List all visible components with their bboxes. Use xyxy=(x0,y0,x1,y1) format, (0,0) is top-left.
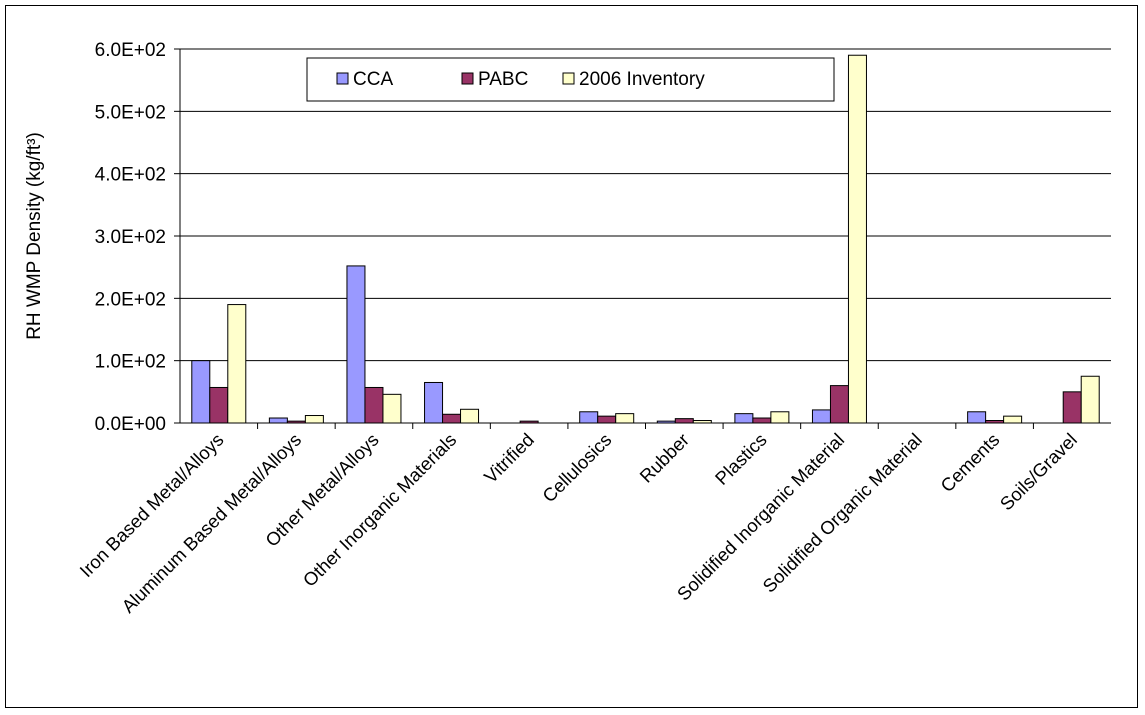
chart-frame xyxy=(5,5,1138,708)
y-tick-label: 6.0E+02 xyxy=(95,40,166,61)
legend-label: CCA xyxy=(353,69,393,90)
bar-2006-inventory xyxy=(382,393,402,424)
y-tick-label: 3.0E+02 xyxy=(95,227,166,248)
bar-cca xyxy=(967,411,987,424)
bar-cca xyxy=(734,413,754,424)
legend-label: 2006 Inventory xyxy=(579,69,705,90)
legend-swatch xyxy=(562,72,575,85)
bar-pabc xyxy=(829,385,849,424)
bar-pabc xyxy=(674,418,694,424)
bar-cca xyxy=(579,411,599,424)
bar-cca xyxy=(424,381,444,424)
y-tick-labels: 0.0E+00 1.0E+02 2.0E+02 3.0E+02 4.0E+02 5.0E+… xyxy=(95,40,166,435)
bars xyxy=(191,54,1100,424)
x-tick-label: Soils/Gravel xyxy=(996,429,1081,514)
x-tick-label: Iron Based Metal/Alloys xyxy=(75,429,227,581)
bar-cca xyxy=(811,409,831,424)
bar-pabc xyxy=(1062,391,1082,424)
legend: CCA PABC 2006 Inventory xyxy=(306,57,835,102)
bar-pabc xyxy=(752,417,772,424)
bar-2006-inventory xyxy=(304,415,324,424)
bar-pabc xyxy=(442,413,462,424)
y-tick-label: 2.0E+02 xyxy=(95,289,166,310)
bar-cca xyxy=(268,417,288,424)
bar-2006-inventory xyxy=(847,54,867,424)
x-tick-label: Vitrified xyxy=(480,429,538,487)
y-tick-label: 4.0E+02 xyxy=(95,165,166,186)
axes xyxy=(174,48,1111,429)
x-tick-label: Cellulosics xyxy=(538,429,615,506)
y-tick-label: 1.0E+02 xyxy=(95,352,166,373)
bar-2006-inventory xyxy=(1080,375,1100,424)
y-tick-label: 5.0E+02 xyxy=(95,102,166,123)
bar-pabc xyxy=(209,386,229,424)
bar-2006-inventory xyxy=(1003,415,1023,424)
y-tick-label: 0.0E+00 xyxy=(95,414,166,435)
y-axis-label: RH WMP Density (kg/ft³) xyxy=(24,132,45,340)
legend-swatch xyxy=(461,72,474,85)
x-tick-label: Solidified Organic Material xyxy=(758,429,926,597)
x-tick-label: Rubber xyxy=(635,429,693,487)
bar-2006-inventory xyxy=(615,413,635,424)
x-tick-label: Other Inorganic Materials xyxy=(299,429,461,591)
bar-2006-inventory xyxy=(460,408,480,424)
x-tick-label: Plastics xyxy=(711,429,771,489)
legend-label: PABC xyxy=(478,69,528,90)
x-tick-label: Cements xyxy=(936,429,1003,496)
bar-pabc xyxy=(364,386,384,424)
bar-cca xyxy=(346,265,366,424)
bar-2006-inventory xyxy=(770,411,790,424)
gridlines xyxy=(180,48,1111,362)
bar-2006-inventory xyxy=(227,304,247,424)
bar-cca xyxy=(191,360,211,424)
bar-pabc xyxy=(597,415,617,424)
legend-swatch xyxy=(336,72,349,85)
